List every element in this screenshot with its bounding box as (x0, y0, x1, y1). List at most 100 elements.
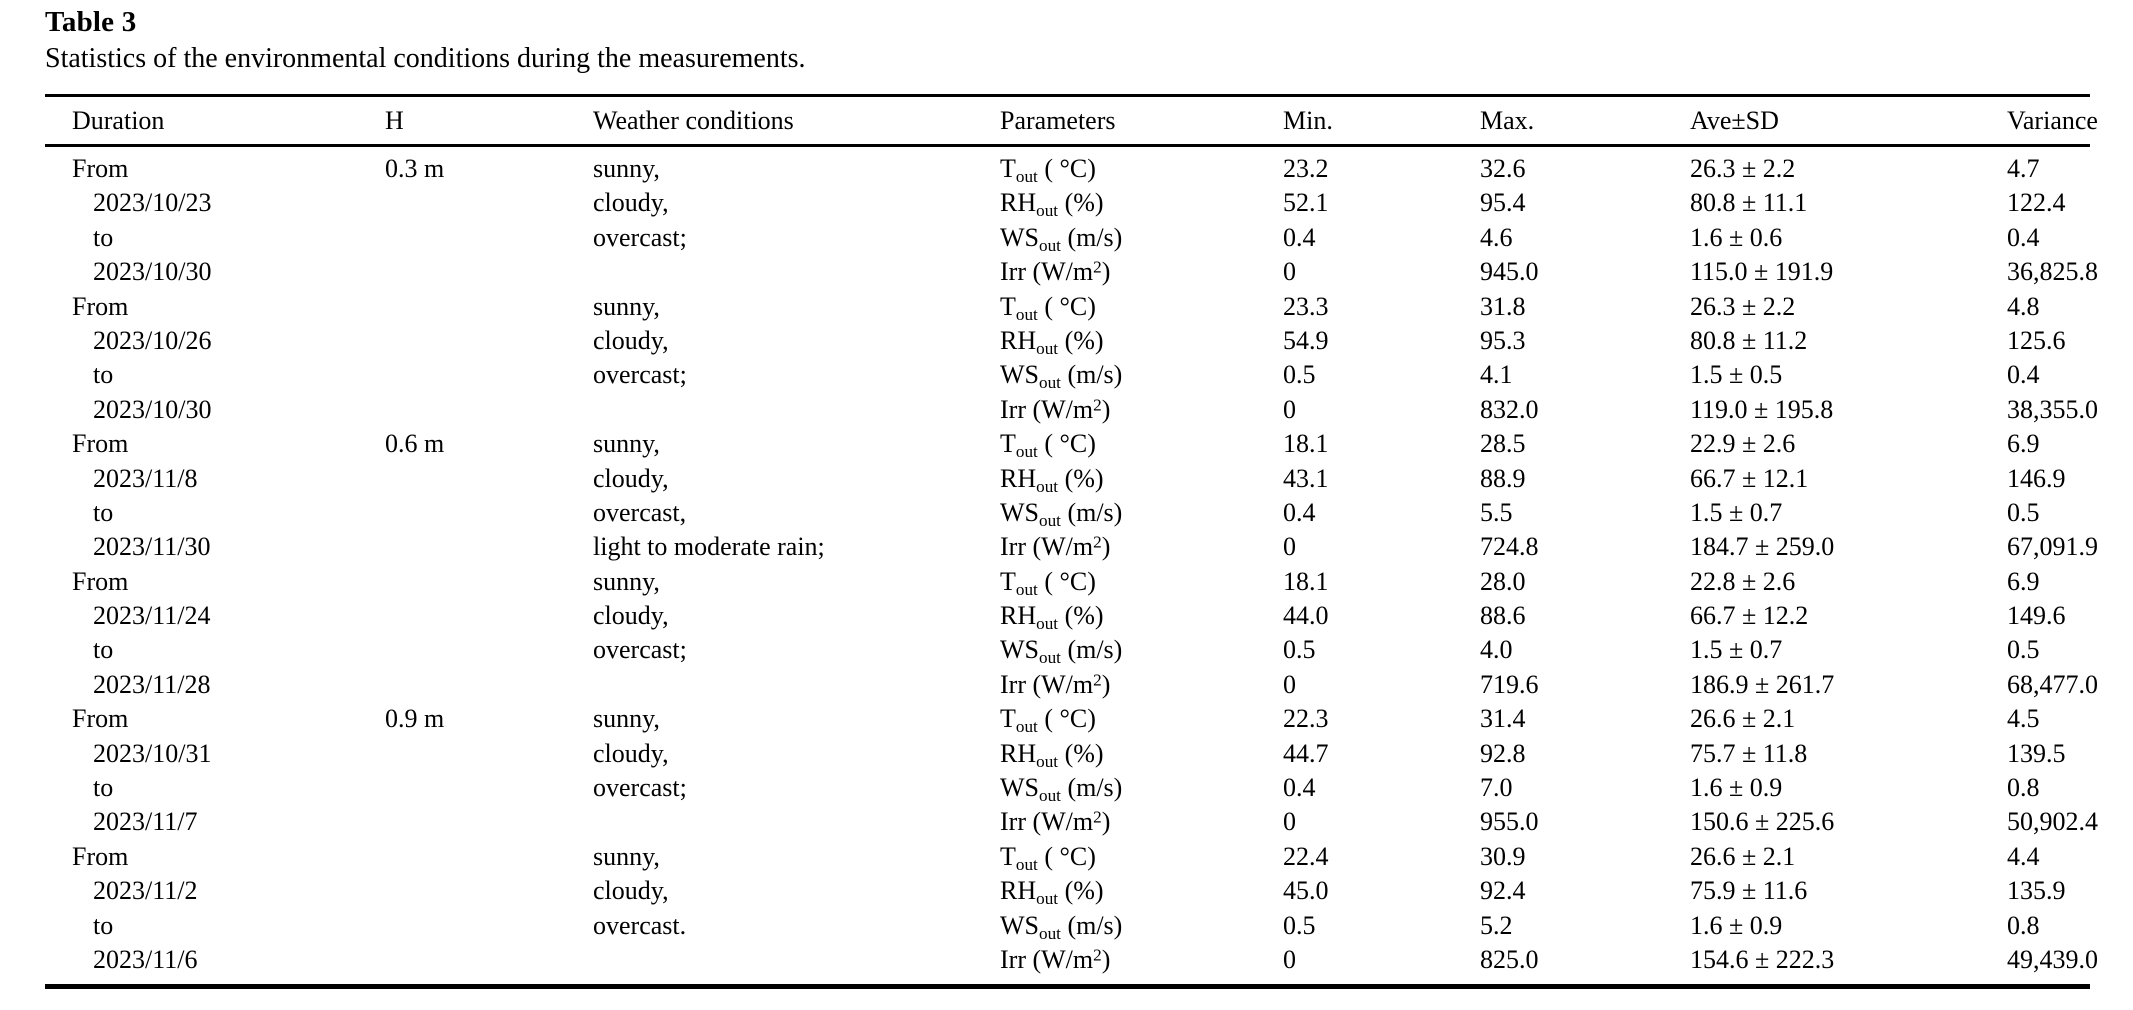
variance-cell: 0.4 (2007, 360, 2040, 390)
min-cell: 0.4 (1283, 222, 1316, 252)
duration-cell: 2023/10/23 (93, 188, 212, 218)
height-cell (385, 668, 593, 702)
avesd-cell: 26.6 ± 2.1 (1690, 841, 1796, 871)
min-cell: 22.4 (1283, 841, 1329, 871)
max-cell: 7.0 (1480, 773, 1513, 803)
variance-cell: 0.5 (2007, 497, 2040, 527)
avesd-cell: 26.3 ± 2.2 (1690, 154, 1796, 183)
table-row: From 0.3 m sunny, Tout ( °C) 23.2 32.6 26.3 ± … (45, 152, 2090, 186)
min-cell: 0.4 (1283, 773, 1316, 803)
weather-cell: light to moderate rain; (593, 532, 825, 562)
height-cell: 0.6 m (385, 429, 445, 459)
table-row: to overcast; WSout (m/s) 0.5 4.1 1.5 ± 0.5 0.4 (45, 358, 2090, 392)
parameter-cell: RHout (%) (1000, 463, 1104, 496)
parameter-cell: WSout (m/s) (1000, 773, 1123, 805)
variance-cell: 0.4 (2007, 222, 2040, 252)
avesd-cell: 66.7 ± 12.2 (1690, 601, 1809, 631)
table-row: 2023/11/6 Irr (W/m2) 0 825.0 154.6 ± 222.3 49… (45, 943, 2098, 977)
weather-cell (593, 393, 1000, 427)
avesd-cell: 80.8 ± 11.1 (1690, 188, 1808, 218)
duration-cell: From (72, 704, 129, 734)
avesd-cell: 22.9 ± 2.6 (1690, 429, 1796, 459)
avesd-cell: 66.7 ± 12.1 (1690, 463, 1809, 493)
parameter-cell: Irr (W/m2) (1000, 394, 1111, 424)
variance-cell: 149.6 (2007, 601, 2066, 631)
variance-cell: 67,091.9 (2007, 532, 2098, 562)
min-cell: 0 (1283, 532, 1296, 562)
table-row: From 0.6 m sunny, Tout ( °C) 18.1 28.5 22.9 ± … (45, 427, 2090, 461)
table-row: to overcast; WSout (m/s) 0.4 7.0 1.6 ± 0.9 0.8 (45, 771, 2090, 805)
max-cell: 28.0 (1480, 566, 1526, 596)
min-cell: 44.0 (1283, 601, 1329, 631)
height-cell (385, 840, 593, 874)
max-cell: 945.0 (1480, 257, 1539, 287)
duration-cell: 2023/11/28 (93, 669, 211, 699)
weather-cell: sunny, (593, 704, 660, 734)
weather-cell: overcast. (593, 910, 687, 940)
variance-cell: 135.9 (2007, 876, 2066, 906)
table-row: 2023/10/23 cloudy, RHout (%) 52.1 95.4 80.8 ±… (45, 186, 2090, 220)
parameter-cell: Tout ( °C) (1000, 291, 1096, 324)
height-cell (385, 393, 593, 427)
table-row: 2023/11/30 light to moderate rain; Irr (W/… (45, 530, 2098, 564)
max-cell: 88.9 (1480, 463, 1526, 493)
height-cell (385, 909, 593, 943)
max-cell: 28.5 (1480, 429, 1526, 459)
avesd-cell: 115.0 ± 191.9 (1690, 257, 1834, 287)
max-cell: 95.3 (1480, 325, 1526, 355)
parameter-cell: RHout (%) (1000, 188, 1104, 221)
height-cell (385, 530, 593, 564)
weather-cell: sunny, (593, 291, 660, 321)
variance-cell: 146.9 (2007, 463, 2066, 493)
variance-cell: 0.5 (2007, 635, 2040, 665)
variance-cell: 139.5 (2007, 738, 2066, 768)
avesd-cell: 1.5 ± 0.7 (1690, 497, 1783, 527)
table-row: 2023/10/31 cloudy, RHout (%) 44.7 92.8 75.7 ±… (45, 737, 2090, 771)
table-row: From sunny, Tout ( °C) 18.1 28.0 22.8 ± 2.6 6.… (45, 565, 2090, 599)
max-cell: 31.4 (1480, 704, 1526, 734)
duration-cell: From (72, 154, 129, 183)
table-row: 2023/11/8 cloudy, RHout (%) 43.1 88.9 66.7 ± … (45, 462, 2090, 496)
avesd-cell: 26.6 ± 2.1 (1690, 704, 1796, 734)
avesd-cell: 184.7 ± 259.0 (1690, 532, 1835, 562)
avesd-cell: 119.0 ± 195.8 (1690, 394, 1834, 424)
parameter-cell: Irr (W/m2) (1000, 532, 1111, 562)
duration-cell: 2023/10/30 (93, 257, 212, 287)
weather-cell: overcast; (593, 360, 687, 390)
min-cell: 0.5 (1283, 635, 1316, 665)
avesd-cell: 1.6 ± 0.9 (1690, 773, 1783, 803)
table-row: to overcast. WSout (m/s) 0.5 5.2 1.6 ± 0.9 0.8 (45, 909, 2090, 943)
duration-cell: to (93, 773, 114, 803)
avesd-cell: 1.6 ± 0.9 (1690, 910, 1783, 940)
max-cell: 825.0 (1480, 944, 1539, 974)
height-cell (385, 324, 593, 358)
duration-cell: 2023/10/30 (93, 394, 212, 424)
column-header-avesd: Ave±SD (1690, 105, 1779, 135)
height-cell (385, 771, 593, 805)
parameter-cell: Tout ( °C) (1000, 429, 1096, 461)
table-row: to overcast; WSout (m/s) 0.5 4.0 1.5 ± 0.7 0.5 (45, 633, 2090, 667)
min-cell: 18.1 (1283, 429, 1329, 459)
max-cell: 832.0 (1480, 394, 1539, 424)
duration-cell: 2023/11/2 (93, 876, 198, 906)
duration-cell: 2023/10/26 (93, 325, 212, 355)
weather-cell: overcast, (593, 497, 687, 527)
duration-cell: to (93, 635, 114, 665)
weather-cell: sunny, (593, 841, 660, 871)
avesd-cell: 75.9 ± 11.6 (1690, 876, 1808, 906)
duration-cell: From (72, 841, 129, 871)
duration-cell: 2023/11/24 (93, 601, 211, 631)
weather-cell: overcast; (593, 773, 687, 803)
table-row: From sunny, Tout ( °C) 23.3 31.8 26.3 ± 2.2 4.… (45, 290, 2090, 324)
min-cell: 43.1 (1283, 463, 1329, 493)
duration-cell: From (72, 291, 129, 321)
height-cell (385, 565, 593, 599)
variance-cell: 4.4 (2007, 841, 2040, 871)
avesd-cell: 75.7 ± 11.8 (1690, 738, 1808, 768)
parameter-cell: WSout (m/s) (1000, 635, 1123, 668)
duration-cell: to (93, 222, 114, 252)
weather-cell: sunny, (593, 566, 660, 596)
variance-cell: 6.9 (2007, 566, 2040, 596)
column-header-h: H (385, 105, 404, 135)
